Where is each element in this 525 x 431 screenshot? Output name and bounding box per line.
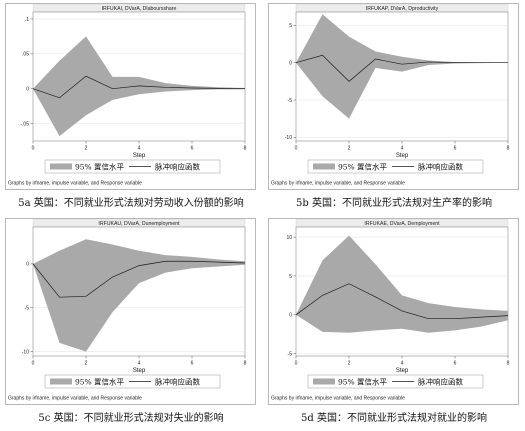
x-tick-label: 2 xyxy=(85,146,88,152)
chart-panel-2: IRFUKAP, DVarA, Dproductivity -10 -5 0 5 0 2 4 6… xyxy=(263,0,525,215)
x-tick-label: 8 xyxy=(507,361,510,367)
ci-band xyxy=(33,239,245,352)
chart-panel-4: IRFUKAE, DVarA, Demployment -5 0 5 10 0 2 4 6 8 St… xyxy=(263,215,525,430)
y-tick-label: 0 xyxy=(289,313,292,319)
y-tick-label: .1 xyxy=(25,17,29,23)
y-tick-label: 0 xyxy=(26,262,29,268)
legend-ci-label: 95% 置信水平 xyxy=(338,161,388,171)
y-tick-label: 0 xyxy=(289,61,292,67)
y-tick-label: -5 xyxy=(288,351,293,357)
legend-irf-label: 脉冲响应函数 xyxy=(155,376,200,386)
y-tick-label: .05 xyxy=(22,52,29,58)
irf-line xyxy=(295,54,508,82)
x-tick-label: 4 xyxy=(401,146,404,152)
graph-note: Graphs by irfname, impulse variable, and… xyxy=(271,181,405,187)
x-axis-label: Step xyxy=(133,368,146,374)
ci-band xyxy=(296,235,508,333)
x-tick-label: 4 xyxy=(138,146,141,152)
chart-panel-3: IRFUKAU, DVarA, Dunemployment -10 -5 0 0 2 4 6 8… xyxy=(0,215,262,430)
x-tick-label: 2 xyxy=(348,361,351,367)
graph-note: Graphs by irfname, impulse variable, and… xyxy=(8,181,142,187)
x-tick-label: 8 xyxy=(244,361,247,367)
x-axis-label: Step xyxy=(133,153,146,159)
x-tick-label: 6 xyxy=(454,361,457,367)
irf-line xyxy=(295,283,509,320)
x-tick-label: 0 xyxy=(295,361,298,367)
graph-note: Graphs by irfname, impulse variable, and… xyxy=(8,396,142,402)
figure-caption: 5b 英国：不同就业形式法规对生产率的影响 xyxy=(296,198,492,209)
irf-line xyxy=(32,75,246,99)
figure-caption: 5d 英国：不同就业形式法规对就业的影响 xyxy=(301,413,487,424)
legend-ci-swatch xyxy=(313,163,335,170)
legend-ci-label: 95% 置信水平 xyxy=(338,376,388,386)
y-tick-label: -10 xyxy=(22,349,29,355)
ci-band xyxy=(296,14,508,119)
legend-ci-label: 95% 置信水平 xyxy=(75,161,125,171)
x-tick-label: 2 xyxy=(348,146,351,152)
y-tick-label: -10 xyxy=(285,135,292,141)
chart-svg: IRFUKAU, DVarA, Dunemployment -10 -5 0 0 2 4 6 8… xyxy=(5,218,256,405)
x-tick-label: 6 xyxy=(191,361,194,367)
y-tick-label: -5 xyxy=(25,306,30,312)
x-axis-label: Step xyxy=(396,368,409,374)
x-tick-label: 4 xyxy=(138,361,141,367)
y-tick-label: 0 xyxy=(26,87,29,93)
ci-band xyxy=(33,36,245,137)
x-tick-label: 4 xyxy=(401,361,404,367)
legend-irf-label: 脉冲响应函数 xyxy=(155,161,200,171)
y-tick-label: 10 xyxy=(286,235,292,241)
x-tick-label: 8 xyxy=(244,146,247,152)
irf-line xyxy=(32,260,246,298)
chart-title: IRFUKAP, DVarA, Dproductivity xyxy=(366,6,439,12)
y-tick-label: 5 xyxy=(289,23,292,29)
chart-panel-1: IRFUKAI, DVarA, Dlaboursshare -.05 0 .05 .1 0… xyxy=(0,0,262,215)
graph-note: Graphs by irfname, impulse variable, and… xyxy=(271,396,405,402)
chart-svg: IRFUKAI, DVarA, Dlaboursshare -.05 0 .05 .1 0… xyxy=(5,3,256,190)
chart-title: IRFUKAI, DVarA, Dlaboursshare xyxy=(102,6,177,12)
x-tick-label: 0 xyxy=(295,146,298,152)
x-tick-label: 2 xyxy=(85,361,88,367)
x-tick-label: 6 xyxy=(454,146,457,152)
x-tick-label: 8 xyxy=(507,146,510,152)
figure-caption: 5a 英国：不同就业形式法规对劳动收入份额的影响 xyxy=(18,198,244,209)
x-tick-label: 0 xyxy=(32,361,35,367)
chart-title: IRFUKAE, DVarA, Demployment xyxy=(364,221,440,227)
x-axis-label: Step xyxy=(396,153,409,159)
legend-ci-swatch xyxy=(50,378,72,385)
legend-ci-swatch xyxy=(50,163,72,170)
chart-svg: IRFUKAP, DVarA, Dproductivity -10 -5 0 5 0 2 4 6… xyxy=(268,3,519,190)
legend-ci-swatch xyxy=(313,378,335,385)
y-tick-label: -.05 xyxy=(20,121,29,127)
x-tick-label: 0 xyxy=(32,146,35,152)
x-tick-label: 6 xyxy=(191,146,194,152)
legend-irf-label: 脉冲响应函数 xyxy=(418,161,463,171)
y-tick-label: 5 xyxy=(289,274,292,280)
figure-caption: 5c 英国：不同就业形式法规对失业的影响 xyxy=(38,413,224,424)
y-tick-label: -5 xyxy=(288,98,293,104)
chart-title: IRFUKAU, DVarA, Dunemployment xyxy=(98,221,180,227)
legend-ci-label: 95% 置信水平 xyxy=(75,376,125,386)
legend-irf-label: 脉冲响应函数 xyxy=(418,376,463,386)
